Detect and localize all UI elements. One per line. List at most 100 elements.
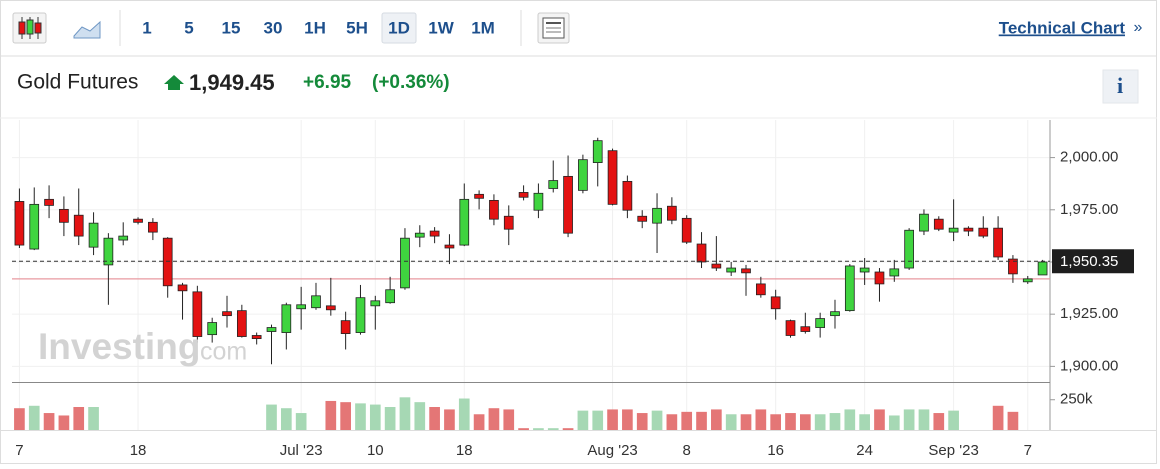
candle-body: [489, 199, 499, 220]
x-tick-label: 10: [367, 442, 384, 459]
volume-bar: [622, 409, 633, 430]
volume-bar: [325, 400, 337, 430]
volume-bar: [799, 414, 811, 430]
volume-bar: [14, 408, 25, 430]
candle-body: [400, 237, 410, 289]
candle-body: [563, 175, 573, 234]
volume-bar: [488, 408, 500, 430]
interval-button[interactable]: 1W: [428, 18, 454, 37]
candle-body: [948, 227, 959, 233]
link-arrow[interactable]: »: [1134, 19, 1143, 36]
x-tick-label: 18: [130, 442, 147, 459]
candle-body: [444, 244, 455, 249]
watermark-suffix: .com: [193, 338, 247, 366]
interval-button[interactable]: 1M: [471, 18, 495, 37]
volume-bar: [399, 397, 411, 430]
volume-bar: [1007, 411, 1019, 430]
candle-body: [1022, 278, 1033, 283]
candle-body: [14, 201, 25, 246]
volume-bar: [607, 409, 618, 430]
candle-body: [652, 207, 662, 224]
interval-button[interactable]: 1H: [304, 18, 326, 37]
icon-body: [34, 22, 42, 34]
info-icon[interactable]: i: [1117, 73, 1123, 98]
candle-body: [296, 304, 307, 310]
last-price-label: 1,950.35: [1060, 253, 1118, 270]
volume-bar: [844, 409, 856, 430]
candle-body: [177, 284, 188, 292]
candle-body: [741, 268, 751, 274]
candle-body: [414, 232, 425, 238]
volume-bar: [384, 407, 396, 430]
price-change: +6.95: [303, 72, 352, 93]
candle-body: [800, 326, 811, 332]
candle-body: [726, 267, 737, 273]
volume-bar: [681, 411, 693, 430]
volume-bar: [888, 415, 900, 430]
volume-bar: [429, 407, 440, 430]
technical-chart-link[interactable]: Technical Chart: [999, 18, 1126, 37]
volume-bar: [814, 414, 826, 430]
volume-bar: [340, 402, 351, 430]
candle-body: [548, 180, 559, 189]
volume-bar: [948, 410, 959, 430]
candle-body: [251, 335, 262, 340]
candle-body: [933, 218, 944, 230]
candle-body: [518, 192, 529, 198]
interval-button[interactable]: 1D: [388, 18, 410, 37]
volume-bar: [770, 414, 782, 430]
icon-body: [26, 19, 34, 35]
volume-bar: [280, 408, 292, 430]
volume-bar: [577, 410, 589, 430]
candle-body: [637, 215, 648, 222]
candle-body: [592, 140, 603, 163]
candle-body: [815, 318, 826, 328]
candle-body: [281, 304, 292, 333]
volume-bar: [592, 410, 604, 430]
candle-body: [607, 150, 618, 205]
candle-body: [311, 295, 321, 309]
up-arrow: [164, 75, 184, 90]
candle-body: [459, 198, 470, 246]
x-tick-label: 7: [1024, 442, 1032, 459]
volume-bar: [992, 405, 1004, 430]
volume-bar: [933, 413, 945, 430]
y-tick-label: 1,900.00: [1060, 357, 1118, 374]
line-icon-button[interactable]: [73, 20, 101, 39]
volume-bar: [503, 409, 515, 430]
interval-button[interactable]: 30: [264, 18, 283, 37]
candle-body: [830, 311, 840, 317]
candle-body: [919, 213, 929, 232]
candle-icon-button[interactable]: [12, 12, 47, 44]
candle-body: [340, 320, 351, 335]
interval-button[interactable]: 5: [184, 18, 193, 37]
candle-body: [1008, 258, 1018, 275]
x-tick-label: Sep '23: [928, 442, 978, 459]
candle-body: [844, 265, 855, 312]
volume-bar: [518, 428, 529, 430]
interval-button[interactable]: 15: [222, 18, 241, 37]
candle-body: [770, 296, 781, 310]
table-icon-button[interactable]: [537, 12, 570, 44]
volume-bar: [458, 398, 470, 430]
volume-bar: [414, 402, 426, 430]
volume-bar: [547, 428, 559, 430]
candle-body: [29, 203, 40, 250]
candle-body: [681, 217, 692, 243]
volume-tick-label: 250k: [1060, 391, 1093, 408]
volume-bar: [43, 413, 55, 430]
candle-body: [325, 305, 336, 311]
icon-body: [18, 21, 26, 35]
instrument-name: Gold Futures: [17, 71, 138, 94]
candle-body: [429, 230, 440, 237]
candle-body: [1037, 261, 1048, 276]
volume-bar: [369, 404, 381, 430]
y-tick-label: 2,000.00: [1060, 149, 1118, 166]
interval-button[interactable]: 5H: [346, 18, 368, 37]
interval-button[interactable]: 1: [142, 18, 151, 37]
info-button[interactable]: [1102, 69, 1139, 104]
candle-body: [711, 263, 722, 269]
candle-body: [622, 180, 633, 211]
